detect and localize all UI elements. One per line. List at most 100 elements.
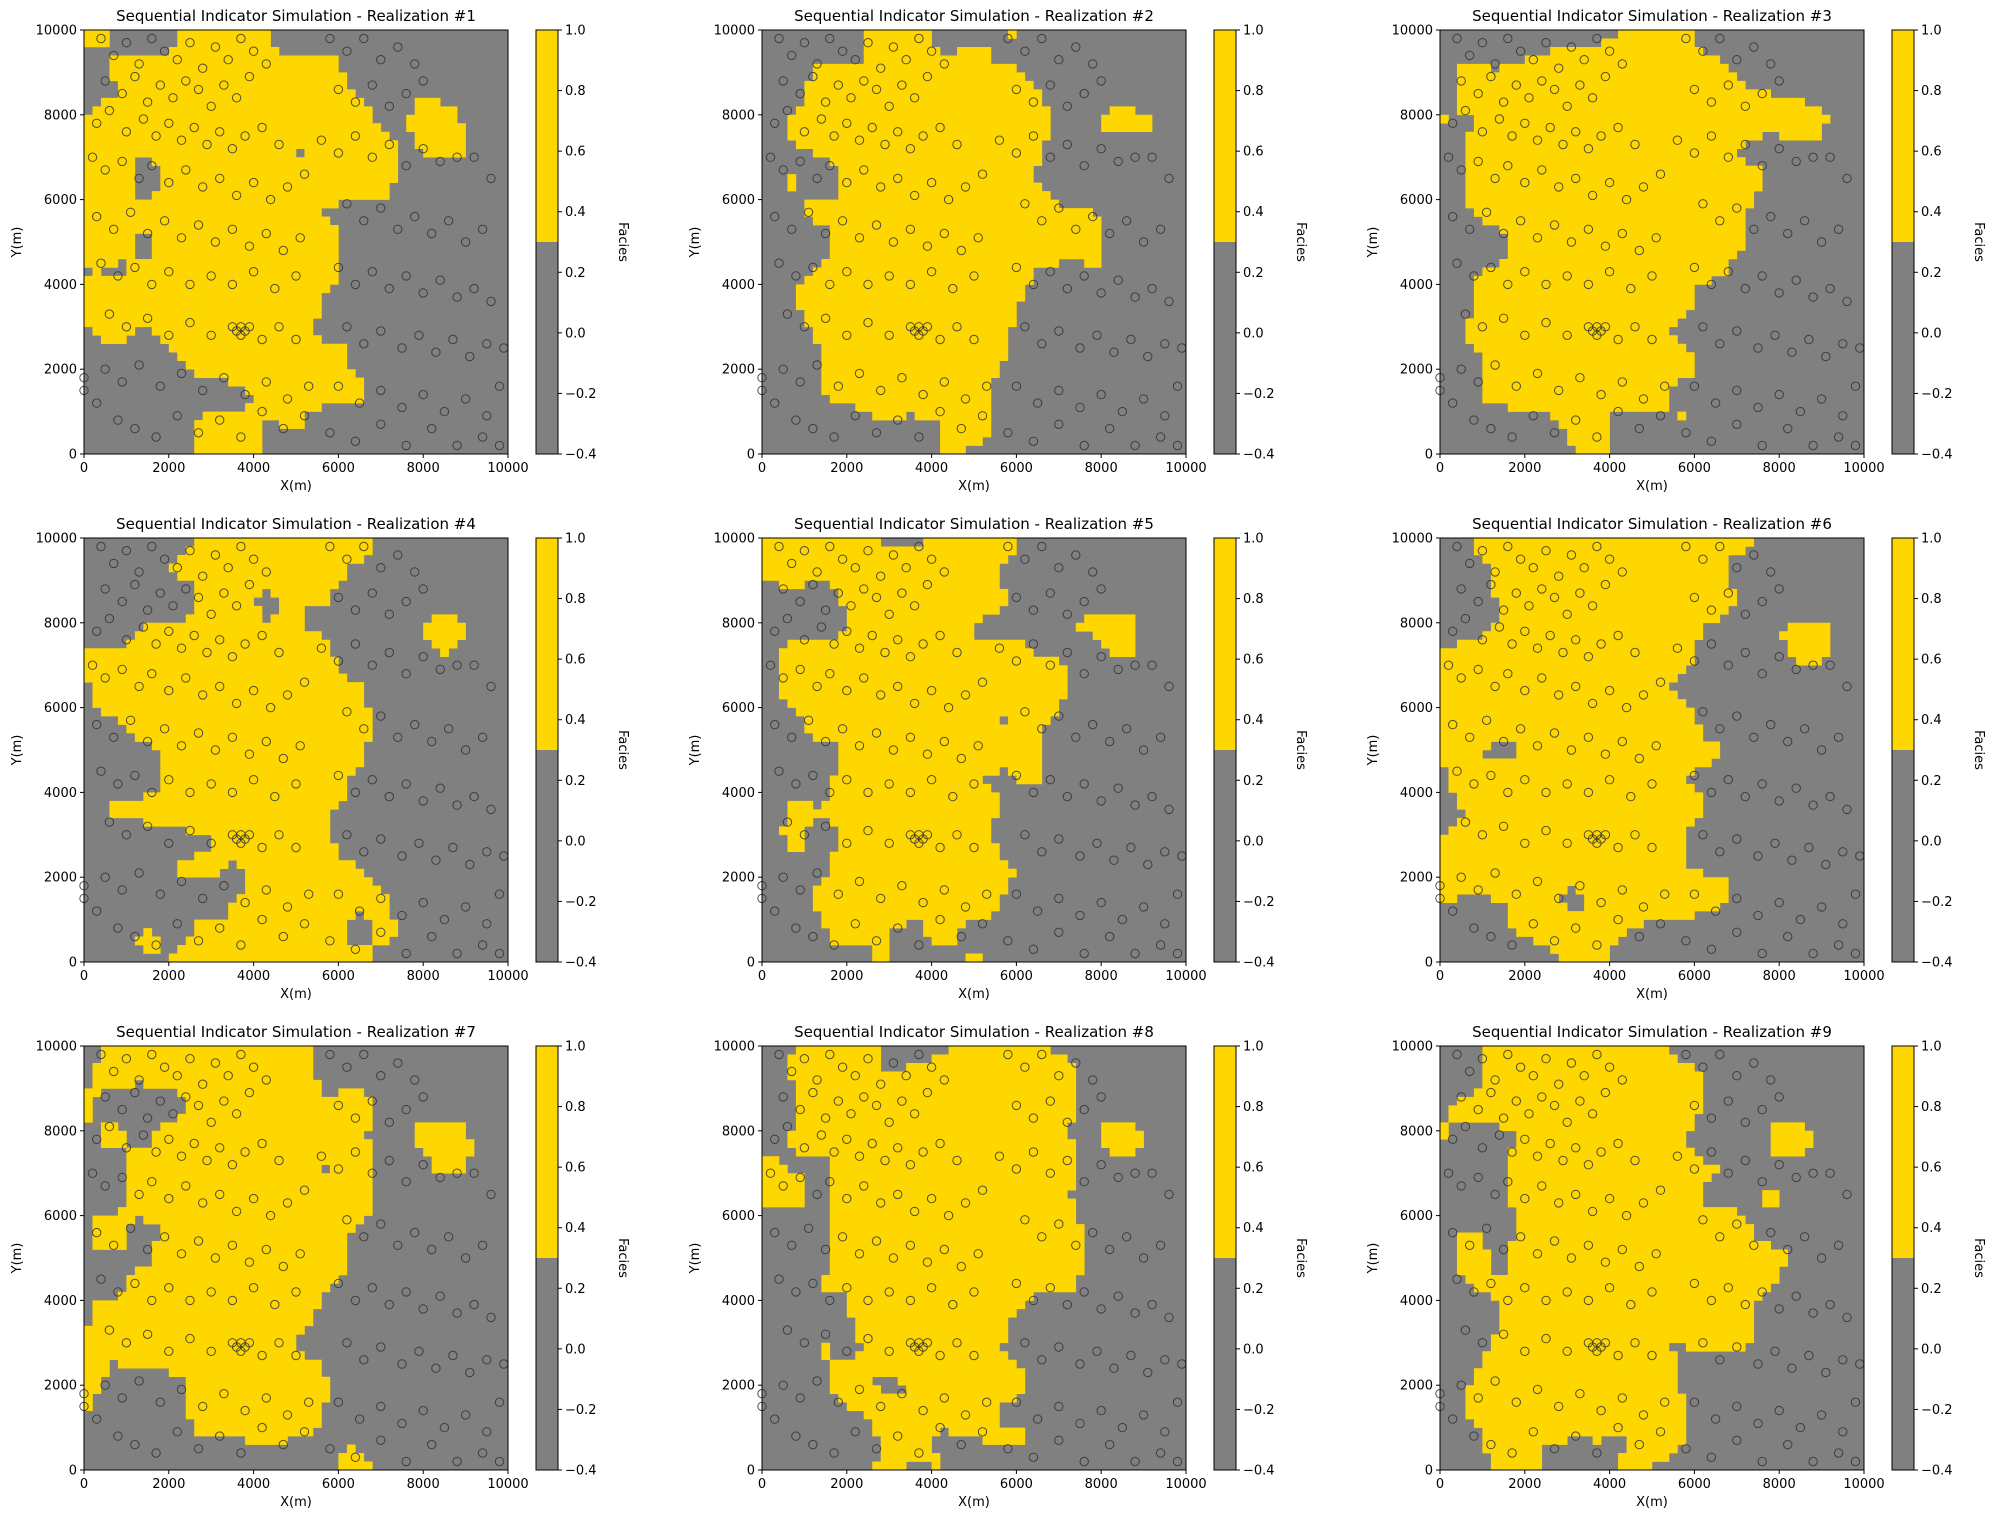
- well-marker: [1689, 381, 1700, 391]
- well-marker: [333, 1100, 344, 1111]
- well-marker: [1054, 203, 1064, 213]
- well-marker: [1020, 1215, 1030, 1225]
- well-marker: [342, 554, 352, 564]
- y-tick-label: 10000: [1392, 532, 1433, 547]
- well-marker: [452, 152, 462, 162]
- well-marker: [1706, 279, 1717, 290]
- well-marker: [846, 93, 856, 103]
- well-marker: [215, 415, 225, 425]
- well-marker: [1011, 262, 1022, 273]
- subplot-4: 0 2000 4000 6000 8000 10000020004000600080001…: [10, 515, 630, 1002]
- well-marker: [969, 842, 979, 853]
- well-marker: [155, 1096, 166, 1106]
- well-marker: [1079, 948, 1089, 959]
- well-marker: [1028, 436, 1039, 446]
- plot-frame: [1439, 537, 1865, 963]
- well-marker: [100, 1380, 110, 1390]
- x-tick-label: 4000: [237, 1477, 270, 1492]
- y-axis-label: Y(m): [10, 227, 25, 259]
- well-marker: [1583, 144, 1594, 154]
- well-marker: [1498, 1244, 1509, 1255]
- well-marker: [113, 415, 123, 425]
- well-marker: [1791, 275, 1801, 285]
- well-marker: [918, 389, 928, 400]
- well-marker: [1689, 1397, 1700, 1407]
- well-marker: [1766, 1075, 1776, 1085]
- colorbar-shale-segment: [536, 242, 558, 454]
- well-marker: [795, 1104, 805, 1115]
- well-marker: [147, 161, 157, 171]
- well-marker: [1481, 715, 1492, 725]
- well-marker: [117, 596, 127, 607]
- well-marker: [181, 673, 191, 683]
- colorbar-tick-label: 0.2: [1243, 774, 1264, 789]
- well-marker: [410, 567, 420, 577]
- well-marker: [435, 664, 445, 675]
- well-marker: [1571, 127, 1581, 137]
- y-tick-label: 4000: [44, 278, 77, 293]
- x-tick-label: 0: [1436, 461, 1444, 476]
- well-marker: [782, 1325, 793, 1335]
- well-marker: [210, 237, 221, 247]
- well-marker: [871, 936, 882, 946]
- well-marker: [215, 127, 225, 137]
- well-marker: [1549, 84, 1560, 95]
- y-axis-label: Y(m): [10, 1243, 25, 1275]
- well-marker: [1011, 592, 1022, 603]
- well-marker: [952, 1338, 962, 1348]
- well-marker: [808, 423, 818, 434]
- well-marker: [159, 554, 170, 564]
- well-marker: [1448, 1134, 1458, 1145]
- well-marker: [316, 643, 327, 653]
- well-marker: [1537, 76, 1547, 86]
- well-marker: [1566, 1253, 1577, 1263]
- y-tick-label: 8000: [722, 1124, 755, 1139]
- x-tick-label: 4000: [237, 461, 270, 476]
- well-marker: [1498, 821, 1509, 831]
- well-marker: [227, 787, 238, 798]
- well-marker: [1520, 1346, 1530, 1357]
- well-marker: [1528, 919, 1539, 929]
- well-marker: [1757, 1104, 1767, 1115]
- y-tick-label: 4000: [44, 786, 77, 801]
- well-marker: [1583, 279, 1594, 290]
- well-marker: [842, 177, 852, 188]
- well-marker: [414, 838, 424, 848]
- well-marker: [960, 1198, 971, 1208]
- colorbar-tick-label: 0.2: [565, 1282, 586, 1297]
- well-marker: [829, 1448, 839, 1458]
- well-marker: [1621, 702, 1632, 713]
- well-marker: [1456, 1092, 1466, 1102]
- well-marker: [92, 1134, 102, 1145]
- well-marker: [1833, 432, 1844, 442]
- well-marker: [1579, 1071, 1589, 1081]
- well-marker: [219, 373, 229, 383]
- well-marker: [176, 368, 187, 379]
- x-tick-label: 8000: [1085, 461, 1118, 476]
- well-marker: [1130, 1308, 1140, 1318]
- colorbar-tick-label: 0.2: [1243, 266, 1264, 281]
- x-tick-label: 8000: [1085, 1477, 1118, 1492]
- y-tick-label: 10000: [714, 532, 755, 547]
- well-marker: [278, 245, 288, 256]
- well-marker: [248, 775, 259, 785]
- well-marker: [1604, 267, 1615, 277]
- well-marker: [859, 1181, 869, 1191]
- well-marker: [1126, 842, 1136, 853]
- well-marker: [172, 55, 183, 65]
- well-marker: [333, 1164, 344, 1174]
- well-marker: [812, 1376, 822, 1386]
- well-marker: [1732, 927, 1742, 937]
- well-marker: [1774, 1405, 1784, 1416]
- well-marker: [159, 1062, 170, 1072]
- well-marker: [791, 1287, 801, 1297]
- well-marker: [92, 906, 102, 916]
- plot-frame: [761, 1045, 1187, 1471]
- well-marker: [1732, 893, 1742, 904]
- well-marker: [799, 635, 810, 645]
- well-marker: [829, 131, 839, 141]
- well-marker: [812, 567, 822, 577]
- well-marker: [1096, 144, 1106, 154]
- well-marker: [1448, 1227, 1458, 1238]
